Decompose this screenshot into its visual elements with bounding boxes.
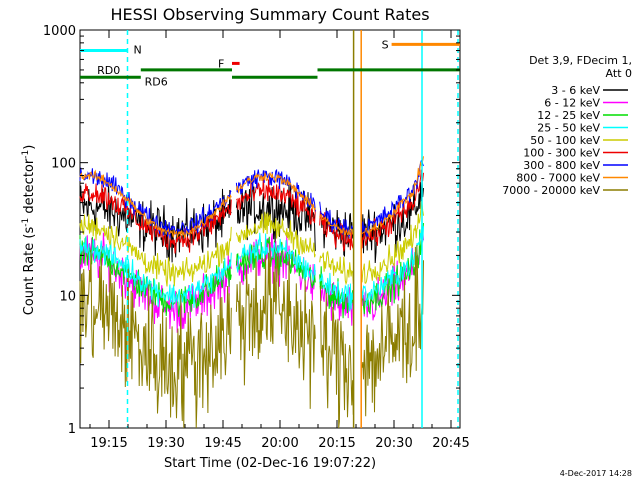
- y-axis-label-mid: detector: [22, 158, 37, 218]
- plot-frame: [79, 29, 461, 429]
- x-tick-label-0: 19:15: [90, 436, 127, 451]
- rd0-label: RD0: [97, 64, 120, 77]
- series-line-3: [79, 217, 424, 312]
- axes-layer: 19:15 19:30 19:45 20:00 20:15 20:30 20:45 1 10 10…: [43, 24, 470, 451]
- series-line-4: [79, 201, 424, 287]
- x-tick-label-3: 20:00: [261, 436, 298, 451]
- legend-header-line1: Det 3,9, FDecim 1,: [529, 54, 632, 67]
- legend-label-6: 300 - 800 keV: [523, 159, 600, 172]
- legend-label-2: 12 - 25 keV: [537, 109, 600, 122]
- x-axis-label: Start Time (02-Dec-16 19:07:22): [164, 456, 376, 471]
- legend-label-7: 800 - 7000 keV: [516, 172, 600, 185]
- y-tick-label-3: 1000: [43, 24, 76, 39]
- y-tick-label-2: 100: [51, 157, 76, 172]
- saa-label: S: [382, 38, 389, 51]
- x-tick-label-1: 19:30: [147, 436, 184, 451]
- legend-label-0: 3 - 6 keV: [551, 84, 600, 97]
- series-line-8: [79, 241, 424, 429]
- rd6-label: RD6: [145, 75, 168, 88]
- y-axis-label: Count Rate (s-1 detector-1): [21, 145, 37, 316]
- y-tick-label-0: 1: [68, 422, 76, 437]
- legend-label-8: 7000 - 20000 keV: [502, 184, 600, 197]
- x-tick-label-5: 20:30: [375, 436, 412, 451]
- series-layer: [79, 156, 424, 429]
- x-tick-label-6: 20:45: [432, 436, 469, 451]
- y-axis-label-sup1: -1: [21, 218, 31, 227]
- series-line-5: [79, 169, 424, 254]
- y-axis-label-end: ): [22, 145, 37, 150]
- legend-label-1: 6 - 12 keV: [544, 97, 600, 110]
- legend-label-5: 100 - 300 keV: [523, 147, 600, 160]
- series-line-6: [79, 159, 424, 239]
- footer-date: 4-Dec-2017 14:28: [560, 469, 632, 478]
- chart-title: HESSI Observing Summary Count Rates: [110, 5, 429, 24]
- legend-header-line2: Att 0: [606, 67, 632, 80]
- series-line-2: [79, 223, 424, 319]
- legend-label-3: 25 - 50 keV: [537, 122, 600, 135]
- x-tick-label-2: 19:45: [204, 436, 241, 451]
- legend-label-4: 50 - 100 keV: [530, 134, 600, 147]
- y-axis-label-main: Count Rate (s: [22, 227, 37, 316]
- series-line-7: [79, 156, 424, 239]
- flare-label: F: [218, 57, 224, 70]
- y-axis-label-sup2: -1: [21, 150, 31, 159]
- y-tick-label-1: 10: [59, 289, 76, 304]
- series-line-0: [79, 179, 424, 264]
- annotations-layer: N S F RD0 RD6: [80, 30, 460, 428]
- x-tick-label-4: 20:15: [318, 436, 355, 451]
- night-label: N: [134, 44, 142, 57]
